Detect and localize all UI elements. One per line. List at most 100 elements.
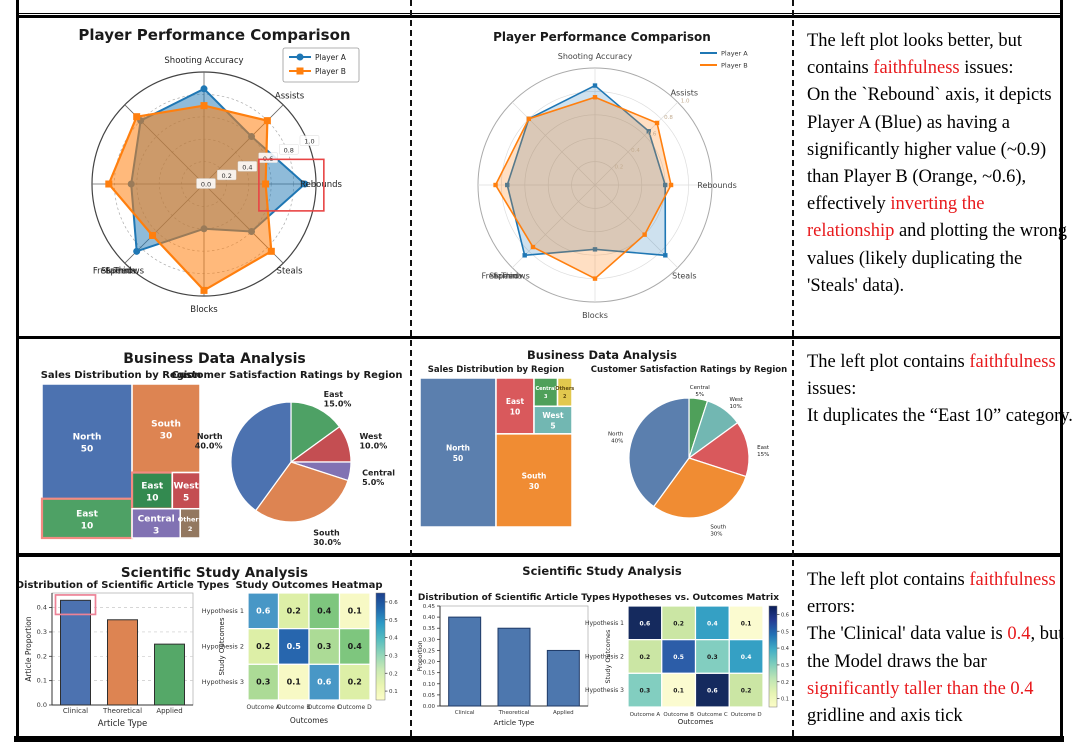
svg-text:0.6: 0.6 xyxy=(648,131,657,137)
cell-business-model: Business Data Analysis Sales Distributio… xyxy=(19,339,410,553)
table-border-right xyxy=(1060,0,1063,742)
table-rule-row2-row3 xyxy=(17,553,1061,557)
treemap-tile-east xyxy=(40,497,134,540)
error-keyword: faithfulness xyxy=(969,570,1056,590)
bar-applied xyxy=(546,649,580,707)
svg-text:Theoretical: Theoretical xyxy=(102,707,142,715)
svg-text:0.0: 0.0 xyxy=(201,181,211,189)
svg-text:0.0: 0.0 xyxy=(37,701,47,709)
cell-science-reference: Scientific Study Analysis 0.00 0.05 0.10 0.… xyxy=(412,557,792,736)
svg-text:0.4: 0.4 xyxy=(631,148,640,154)
svg-text:Hypothesis 3: Hypothesis 3 xyxy=(202,678,244,686)
svg-text:Hypotheses vs. Outcomes Matrix: Hypotheses vs. Outcomes Matrix xyxy=(612,593,779,603)
svg-text:Assists: Assists xyxy=(275,91,305,101)
svg-text:0.4: 0.4 xyxy=(389,636,398,642)
error-keyword: faithfulness xyxy=(873,58,960,79)
figure-title-radar-model: Player Performance Comparison xyxy=(78,26,351,44)
svg-text:North: North xyxy=(197,432,223,441)
error-keyword: 0.4 xyxy=(1007,624,1031,645)
svg-text:15%: 15% xyxy=(757,452,769,458)
svg-text:0.4: 0.4 xyxy=(707,620,718,627)
svg-text:Outcome C: Outcome C xyxy=(697,712,728,718)
svg-text:0.00: 0.00 xyxy=(423,704,436,710)
svg-text:30: 30 xyxy=(529,482,539,491)
table-rule-top-thin xyxy=(16,13,1063,14)
cell-radar-reference: Player Performance Comparison 0.2 0.4 0.6 0… xyxy=(412,18,792,336)
svg-text:1.0: 1.0 xyxy=(304,138,314,146)
svg-text:0.8: 0.8 xyxy=(664,115,673,121)
svg-text:0.5: 0.5 xyxy=(673,654,684,661)
colorbar xyxy=(375,592,386,701)
svg-text:Hypothesis 1: Hypothesis 1 xyxy=(585,620,624,627)
svg-text:Customer Satisfaction Ratings: Customer Satisfaction Ratings by Region xyxy=(591,365,787,375)
svg-text:Sales Distribution by Region: Sales Distribution by Region xyxy=(428,365,565,375)
svg-text:0.1: 0.1 xyxy=(781,697,789,703)
svg-text:2: 2 xyxy=(188,525,193,533)
svg-text:East: East xyxy=(757,445,770,451)
svg-text:5.0%: 5.0% xyxy=(362,478,384,487)
table-border-bottom xyxy=(14,736,1064,742)
svg-text:Outcome B: Outcome B xyxy=(663,712,694,718)
error-highlight-box xyxy=(54,594,97,616)
svg-text:0.40: 0.40 xyxy=(423,615,436,621)
treemap-tile-south xyxy=(131,383,201,474)
table-divider-col1-col2 xyxy=(410,0,412,736)
svg-text:50: 50 xyxy=(81,444,94,454)
note-text: The left plot looks better, but contains xyxy=(807,31,1027,79)
svg-text:50: 50 xyxy=(453,454,463,463)
svg-text:Outcome B: Outcome B xyxy=(277,704,310,711)
svg-text:South: South xyxy=(151,419,181,429)
svg-text:Article Proportion: Article Proportion xyxy=(24,616,33,681)
svg-text:0.2: 0.2 xyxy=(640,654,651,661)
figure-title-science-reference: Scientific Study Analysis xyxy=(522,564,682,578)
note-text: The left plot contains xyxy=(807,570,970,590)
svg-text:10: 10 xyxy=(81,521,94,531)
svg-text:0.1: 0.1 xyxy=(348,606,363,615)
svg-text:10.0%: 10.0% xyxy=(359,441,387,450)
treemap-tile-south xyxy=(495,433,573,528)
svg-text:Distribution of Scientific Art: Distribution of Scientific Article Types xyxy=(19,580,229,591)
svg-text:Player B: Player B xyxy=(315,67,346,76)
svg-text:0.05: 0.05 xyxy=(423,693,436,699)
svg-text:40%: 40% xyxy=(611,439,623,445)
figure-title-science-model: Scientific Study Analysis xyxy=(120,565,309,581)
svg-text:Study Outcomes: Study Outcomes xyxy=(218,617,226,675)
svg-text:0.2: 0.2 xyxy=(615,164,624,170)
svg-text:South: South xyxy=(313,528,340,537)
svg-text:0.5: 0.5 xyxy=(287,642,302,651)
table-divider-col2-col3 xyxy=(792,0,794,736)
svg-text:0.4: 0.4 xyxy=(242,163,252,171)
svg-text:West: West xyxy=(173,482,199,492)
svg-text:East: East xyxy=(141,482,164,492)
pie-slice-south xyxy=(254,461,349,523)
note-text: issues: It duplicates the “East 10” cate… xyxy=(807,379,1073,427)
svg-text:Others: Others xyxy=(178,515,203,523)
svg-text:Player B: Player B xyxy=(721,62,748,70)
svg-text:5%: 5% xyxy=(695,392,704,398)
figure-title-business-reference: Business Data Analysis xyxy=(527,348,677,362)
svg-text:5: 5 xyxy=(550,422,555,431)
pie-slice-east xyxy=(687,421,750,478)
svg-text:South: South xyxy=(522,471,547,480)
svg-text:0.20: 0.20 xyxy=(423,660,436,666)
svg-text:0.3: 0.3 xyxy=(256,678,270,687)
note-text: errors: The 'Clinical' data value is xyxy=(807,597,1003,645)
svg-text:Hypothesis 3: Hypothesis 3 xyxy=(585,687,624,694)
svg-text:0.5: 0.5 xyxy=(389,618,398,624)
svg-text:0.1: 0.1 xyxy=(741,620,752,627)
svg-text:Free Throws: Free Throws xyxy=(93,267,145,277)
svg-text:Steals: Steals xyxy=(672,271,696,280)
svg-text:0.4: 0.4 xyxy=(348,642,363,651)
svg-text:Blocks: Blocks xyxy=(190,305,218,315)
svg-text:Rebounds: Rebounds xyxy=(300,180,343,190)
svg-text:Distribution of Scientific Art: Distribution of Scientific Article Types xyxy=(418,593,610,603)
svg-text:Clinical: Clinical xyxy=(63,707,88,715)
svg-text:0.2: 0.2 xyxy=(222,172,232,180)
svg-text:0.3: 0.3 xyxy=(37,628,47,636)
svg-text:0.3: 0.3 xyxy=(389,653,398,659)
figure-title-radar-reference: Player Performance Comparison xyxy=(493,30,711,44)
svg-text:0.4: 0.4 xyxy=(781,646,789,652)
svg-text:Shooting Accuracy: Shooting Accuracy xyxy=(164,56,243,66)
svg-text:Study Outcomes: Study Outcomes xyxy=(604,629,612,683)
